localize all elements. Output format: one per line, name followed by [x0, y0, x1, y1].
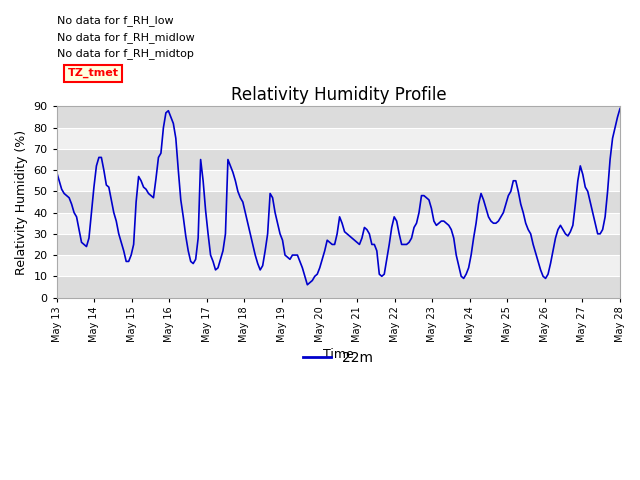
X-axis label: Time: Time — [323, 348, 354, 361]
Bar — [57, 107, 620, 128]
Text: No data for f_RH_midlow: No data for f_RH_midlow — [57, 32, 195, 43]
Bar — [57, 149, 620, 170]
Legend: 22m: 22m — [298, 346, 379, 371]
Bar — [57, 276, 620, 298]
Text: No data for f_RH_low: No data for f_RH_low — [57, 15, 173, 26]
Bar — [57, 234, 620, 255]
Bar — [57, 128, 620, 149]
Bar — [57, 170, 620, 192]
Title: Relativity Humidity Profile: Relativity Humidity Profile — [230, 85, 446, 104]
Text: TZ_tmet: TZ_tmet — [68, 68, 118, 78]
Y-axis label: Relativity Humidity (%): Relativity Humidity (%) — [15, 130, 28, 275]
Bar — [57, 213, 620, 234]
Bar — [57, 192, 620, 213]
Bar — [57, 255, 620, 276]
Text: No data for f_RH_midtop: No data for f_RH_midtop — [57, 48, 193, 59]
